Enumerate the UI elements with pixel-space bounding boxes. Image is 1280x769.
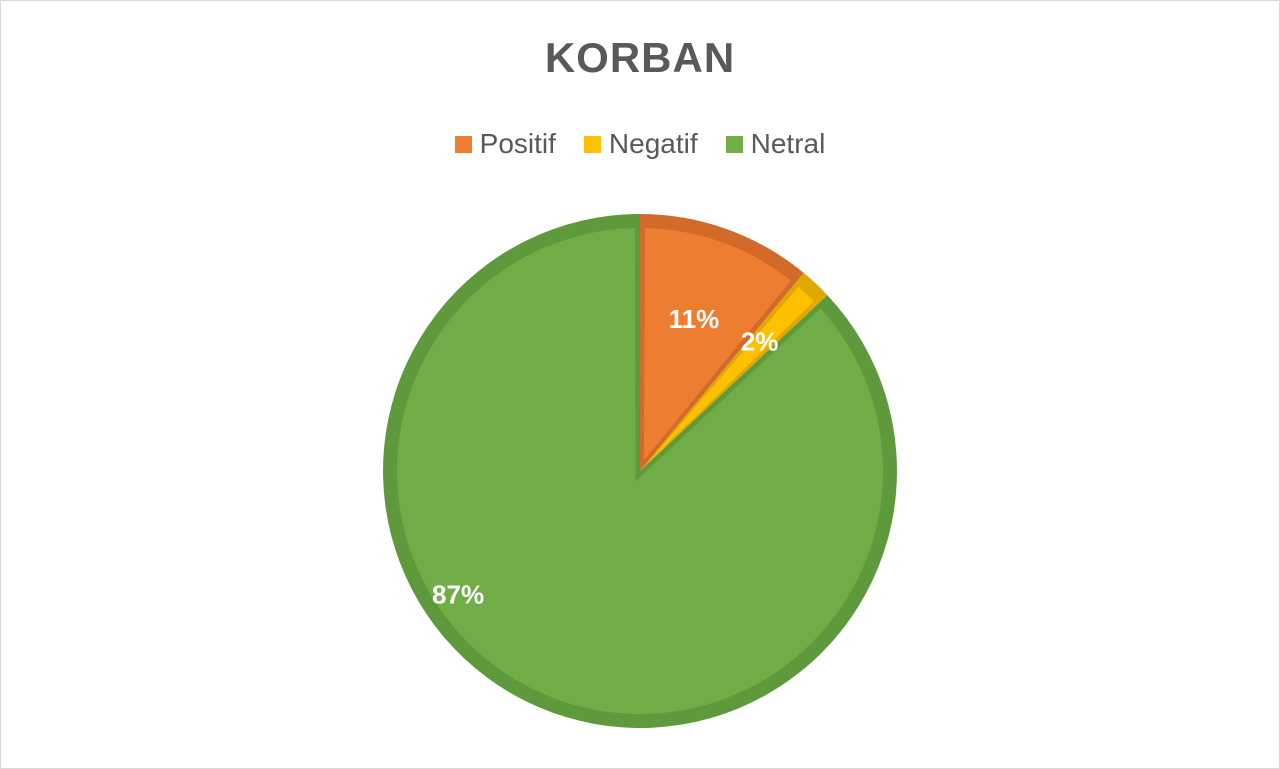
pie-slices bbox=[382, 214, 897, 728]
pie-slice-netral bbox=[396, 228, 883, 715]
chart-legend: Positif Negatif Netral bbox=[0, 128, 1280, 160]
legend-item-positif: Positif bbox=[454, 128, 556, 160]
legend-label-netral: Netral bbox=[750, 128, 826, 159]
chart-title: KORBAN bbox=[544, 34, 736, 81]
pie-slice-positif bbox=[643, 228, 791, 461]
legend-swatch-negatif bbox=[583, 135, 601, 153]
data-label-netral: 87% bbox=[432, 579, 484, 609]
data-label-positif: 11% bbox=[669, 304, 720, 334]
pie-slice-negatif bbox=[647, 286, 814, 463]
data-label-negatif: 2% bbox=[741, 326, 779, 356]
legend-label-negatif: Negatif bbox=[608, 128, 698, 159]
legend-item-negatif: Negatif bbox=[583, 128, 698, 160]
legend-swatch-netral bbox=[725, 135, 743, 153]
pie-data-labels: 11% 2% 87% bbox=[432, 304, 778, 609]
legend-item-netral: Netral bbox=[725, 128, 826, 160]
legend-swatch-positif bbox=[454, 135, 472, 153]
legend-label-positif: Positif bbox=[479, 128, 556, 159]
